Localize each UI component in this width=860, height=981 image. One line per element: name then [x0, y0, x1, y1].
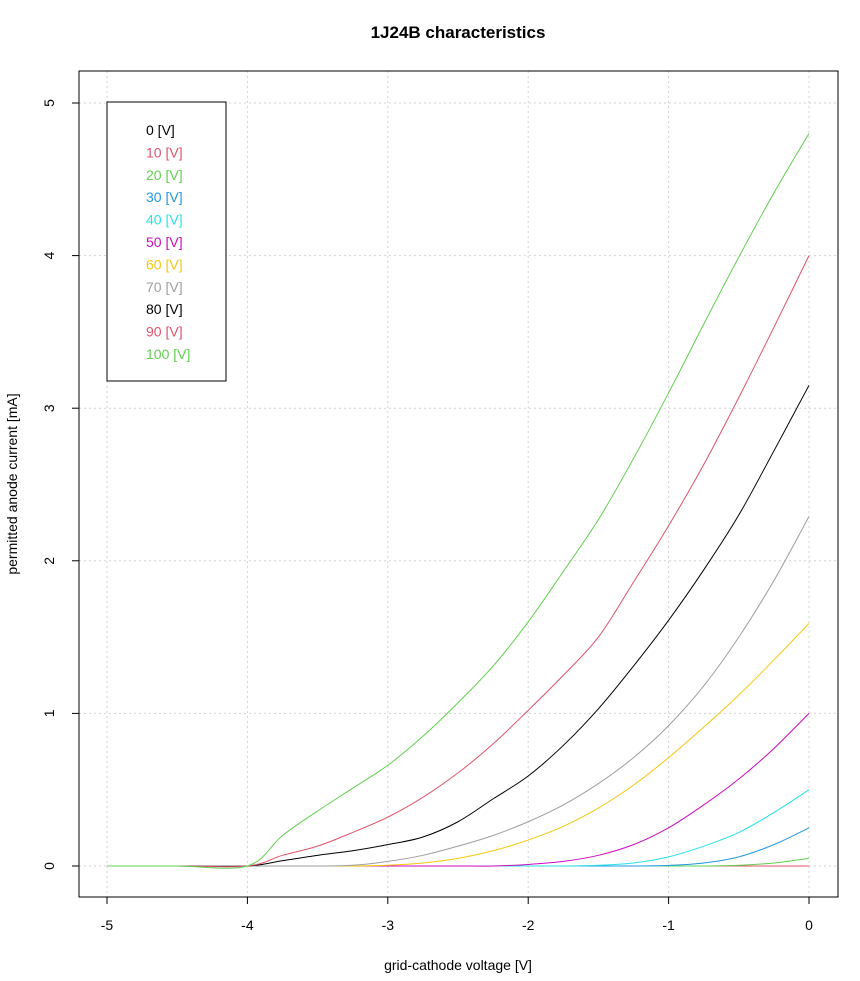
- legend: 0 [V] 10 [V] 20 [V] 30 [V] 40 [V] 50 [V] 60 [V…: [106, 101, 227, 382]
- legend-entry-30-v: 30 [V]: [146, 189, 183, 205]
- legend-entry-0-v: 0 [V]: [146, 122, 175, 138]
- legend-box: [106, 101, 227, 382]
- x-axis-label: grid-cathode voltage [V]: [384, 957, 532, 973]
- legend-entry-20-v: 20 [V]: [146, 167, 183, 183]
- chart-title: 1J24B characteristics: [371, 23, 546, 42]
- series-line-20-v: [106, 857, 810, 867]
- y-tick-label: 1: [41, 709, 57, 717]
- legend-entry-50-v: 50 [V]: [146, 234, 183, 250]
- series-line-40-v: [106, 789, 810, 867]
- legend-entry-100-v: 100 [V]: [146, 346, 190, 362]
- y-tick-label: 2: [41, 557, 57, 565]
- legend-entry-10-v: 10 [V]: [146, 144, 183, 160]
- y-axis: 0 1 2 3 4 5: [41, 99, 80, 870]
- legend-entry-70-v: 70 [V]: [146, 279, 183, 295]
- series-line-50-v: [106, 713, 810, 867]
- y-tick-label: 0: [41, 862, 57, 870]
- x-tick-label: -2: [522, 917, 535, 933]
- series-group: [106, 133, 810, 869]
- y-axis-label: permitted anode current [mA]: [4, 393, 20, 574]
- x-axis: -5 -4 -3 -2 -1 0: [101, 896, 813, 933]
- series-line-30-v: [106, 827, 810, 867]
- series-line-70-v: [106, 516, 810, 867]
- x-tick-label: -3: [382, 917, 395, 933]
- y-tick-label: 4: [41, 251, 57, 259]
- series-line-60-v: [106, 623, 810, 867]
- y-tick-label: 5: [41, 99, 57, 107]
- series-line-100-v: [106, 133, 810, 869]
- y-tick-label: 3: [41, 404, 57, 412]
- x-tick-label: -1: [662, 917, 675, 933]
- x-tick-label: 0: [805, 917, 813, 933]
- x-tick-label: -4: [241, 917, 254, 933]
- series-line-80-v: [106, 385, 810, 867]
- legend-entry-90-v: 90 [V]: [146, 324, 183, 340]
- legend-entry-80-v: 80 [V]: [146, 301, 183, 317]
- x-tick-label: -5: [101, 917, 114, 933]
- legend-entry-40-v: 40 [V]: [146, 212, 183, 228]
- legend-entry-60-v: 60 [V]: [146, 256, 183, 272]
- series-line-90-v: [106, 255, 810, 868]
